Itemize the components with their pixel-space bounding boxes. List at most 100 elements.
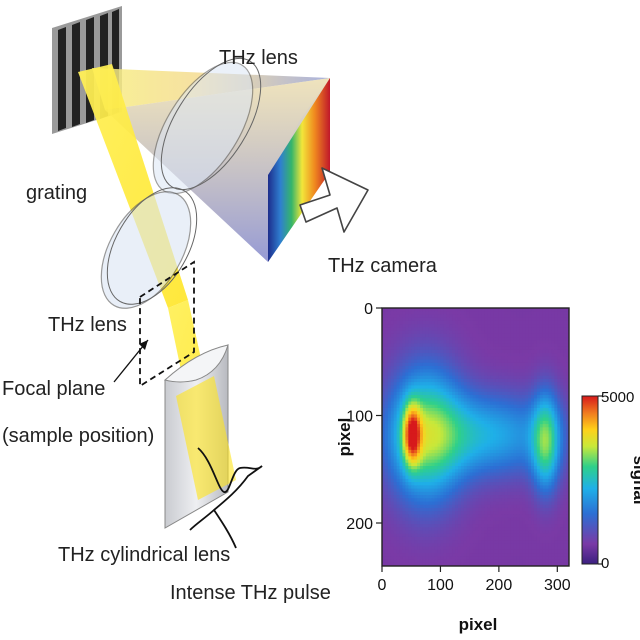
label-cylindrical-lens: THz cylindrical lens [58,544,230,566]
heatmap-cell [431,404,436,409]
heatmap-cell [551,401,555,406]
heatmap-cell [399,507,404,512]
heatmap-cells [382,308,569,566]
heatmap-cell [396,485,401,490]
heatmap-cell [563,533,567,538]
heatmap-cell [393,462,398,467]
heatmap-cell [443,317,447,322]
heatmap-cell [557,491,561,496]
heatmap-cell [434,330,439,335]
heatmap-cell [419,472,424,477]
heatmap-cell [545,359,550,364]
heatmap-cell [396,391,401,396]
heatmap-cell [382,478,386,483]
heatmap-cell [507,543,512,548]
heatmap-cell [452,314,456,319]
heatmap-cell [437,556,442,561]
heatmap-cell [437,401,442,406]
heatmap-cell [384,485,389,490]
heatmap-cell [510,366,515,370]
heatmap-cell [396,524,401,528]
heatmap-cell [507,407,512,412]
heatmap-cell [504,356,509,361]
heatmap-cell [566,330,569,335]
heatmap-cell [490,346,494,351]
heatmap-cell [449,362,453,367]
heatmap-cell [437,311,442,316]
heatmap-cell [422,343,427,348]
heatmap-cell [396,362,401,367]
heatmap-cell [522,488,526,493]
heatmap-cell [557,317,561,322]
heatmap-cell [425,501,430,506]
heatmap-cell [487,462,491,467]
heatmap-cell [498,356,503,361]
heatmap-cell [501,427,506,432]
heatmap-cell [554,385,558,390]
heatmap-cell [533,469,538,474]
heatmap-cell [393,504,398,509]
heatmap-cell [472,437,477,441]
heatmap-cell [425,536,430,541]
heatmap-cell [466,314,471,319]
heatmap-cell [440,378,444,383]
heatmap-cell [434,427,439,432]
heatmap-cell [528,533,532,538]
heatmap-cell [382,327,386,332]
heatmap-cell [525,359,529,364]
heatmap-cell [516,456,520,461]
heatmap-cell [405,340,409,345]
heatmap-cell [446,446,450,451]
heatmap-cell [548,372,553,377]
heatmap-cell [417,437,421,441]
heatmap-cell [507,459,512,464]
heatmap-cell [510,340,515,345]
heatmap-cell [408,359,412,364]
heatmap-cell [443,366,447,370]
heatmap-cell [551,446,555,451]
heatmap-cell [440,404,444,409]
heatmap-cell [487,533,491,538]
heatmap-cell [472,337,477,341]
heatmap-cell [493,430,497,435]
heatmap-cell [411,469,415,474]
heatmap-cell [504,456,509,461]
heatmap-cell [533,391,538,396]
heatmap-cell [472,485,477,490]
heatmap-cell [525,495,529,499]
heatmap-cell [387,378,392,383]
heatmap-cell [463,437,468,441]
heatmap-cell [498,456,503,461]
heatmap-cell [557,469,561,474]
heatmap-cell [566,427,569,432]
heatmap-cell [557,378,561,383]
heatmap-cell [551,346,555,351]
heatmap-cell [437,327,442,332]
heatmap-cell [399,388,404,393]
heatmap-cell [402,469,406,474]
heatmap-cell [501,395,506,399]
heatmap-cell [393,385,398,390]
heatmap-cell [387,430,392,435]
heatmap-cell [408,540,412,545]
heatmap-cell [417,391,421,396]
heatmap-cell [414,427,418,432]
heatmap-cell [466,482,471,486]
heatmap-cell [440,517,444,522]
heatmap-cell [501,404,506,409]
heatmap-cell [563,311,567,316]
heatmap-cell [452,469,456,474]
heatmap-cell [504,324,509,328]
heatmap-cell [548,369,553,374]
heatmap-cell [402,524,406,528]
heatmap-cell [384,356,389,361]
heatmap-cell [498,446,503,451]
heatmap-cell [528,440,532,445]
heatmap-cell [507,520,512,525]
heatmap-cell [498,504,503,509]
heatmap-cell [501,556,506,561]
heatmap-cell [498,495,503,499]
heatmap-cell [419,317,424,322]
heatmap-cell [545,440,550,445]
heatmap-cell [507,388,512,393]
